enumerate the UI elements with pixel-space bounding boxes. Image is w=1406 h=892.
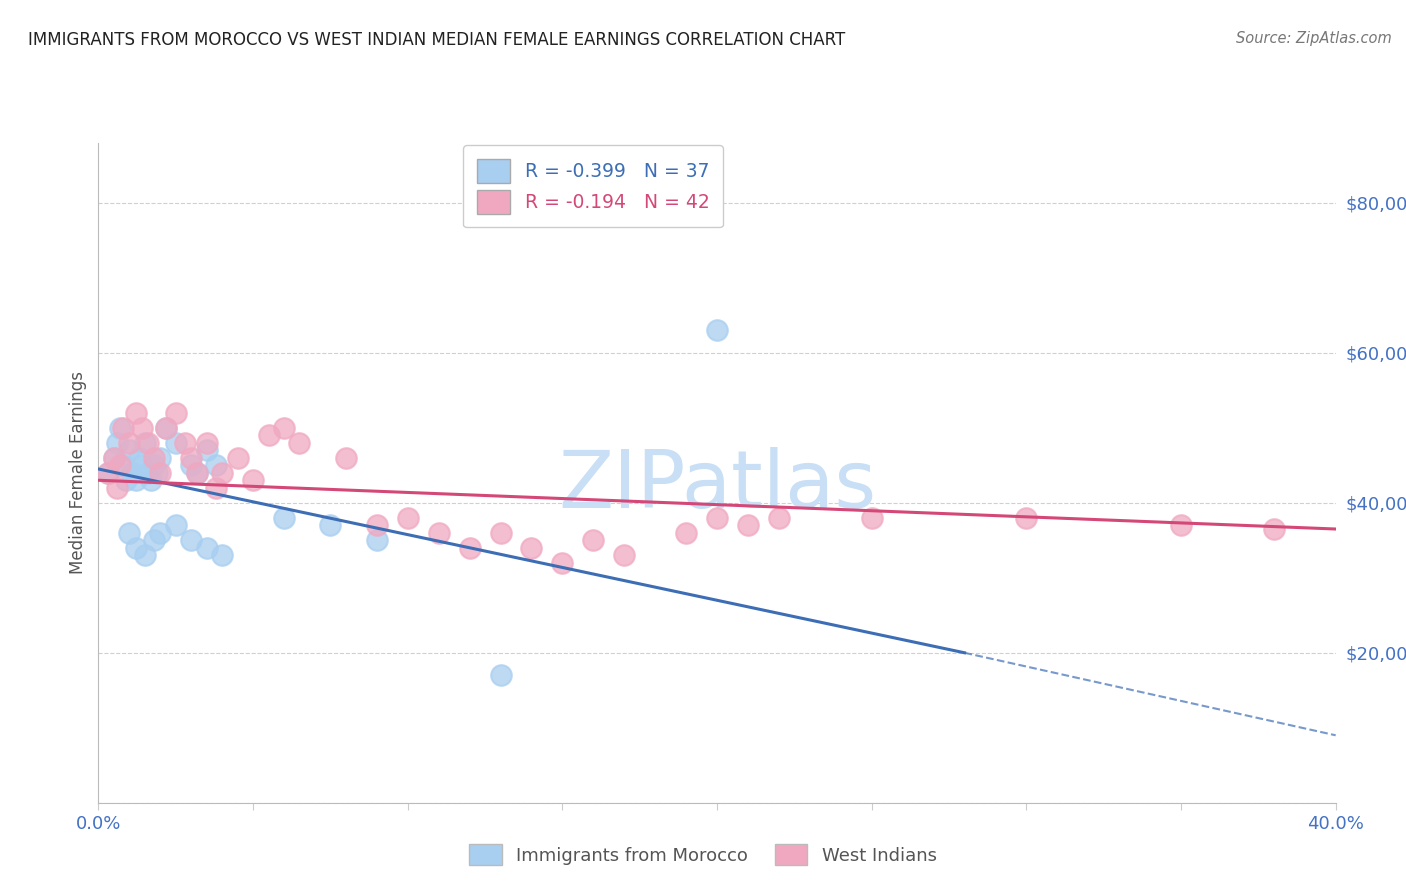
Point bbox=[97, 466, 120, 480]
Point bbox=[458, 541, 481, 555]
Point bbox=[520, 541, 543, 555]
Point bbox=[186, 466, 208, 480]
Point bbox=[273, 421, 295, 435]
Point bbox=[105, 435, 128, 450]
Point bbox=[1263, 522, 1285, 536]
Point bbox=[105, 481, 128, 495]
Point bbox=[155, 421, 177, 435]
Point bbox=[108, 421, 131, 435]
Point bbox=[121, 466, 143, 480]
Point bbox=[124, 541, 146, 555]
Point bbox=[134, 548, 156, 563]
Text: IMMIGRANTS FROM MOROCCO VS WEST INDIAN MEDIAN FEMALE EARNINGS CORRELATION CHART: IMMIGRANTS FROM MOROCCO VS WEST INDIAN M… bbox=[28, 31, 845, 49]
Point bbox=[737, 518, 759, 533]
Point bbox=[115, 473, 138, 487]
Point bbox=[165, 518, 187, 533]
Point bbox=[366, 518, 388, 533]
Point bbox=[143, 450, 166, 465]
Point bbox=[319, 518, 342, 533]
Point bbox=[112, 458, 135, 473]
Point bbox=[195, 541, 218, 555]
Point bbox=[335, 450, 357, 465]
Legend: R = -0.399   N = 37, R = -0.194   N = 42: R = -0.399 N = 37, R = -0.194 N = 42 bbox=[464, 145, 723, 227]
Point bbox=[118, 435, 141, 450]
Point bbox=[257, 428, 280, 442]
Point bbox=[211, 466, 233, 480]
Point bbox=[108, 458, 131, 473]
Point bbox=[128, 450, 150, 465]
Point bbox=[396, 510, 419, 524]
Point bbox=[427, 525, 450, 540]
Point bbox=[103, 450, 125, 465]
Legend: Immigrants from Morocco, West Indians: Immigrants from Morocco, West Indians bbox=[460, 835, 946, 874]
Point bbox=[551, 556, 574, 570]
Point bbox=[242, 473, 264, 487]
Point bbox=[174, 435, 197, 450]
Point bbox=[205, 481, 228, 495]
Text: Source: ZipAtlas.com: Source: ZipAtlas.com bbox=[1236, 31, 1392, 46]
Point bbox=[97, 466, 120, 480]
Point bbox=[180, 450, 202, 465]
Point bbox=[613, 548, 636, 563]
Point bbox=[273, 510, 295, 524]
Point bbox=[155, 421, 177, 435]
Point bbox=[195, 443, 218, 458]
Point bbox=[768, 510, 790, 524]
Point bbox=[205, 458, 228, 473]
Point bbox=[186, 466, 208, 480]
Point bbox=[1170, 518, 1192, 533]
Point bbox=[118, 443, 141, 458]
Point bbox=[582, 533, 605, 548]
Y-axis label: Median Female Earnings: Median Female Earnings bbox=[69, 371, 87, 574]
Point bbox=[143, 533, 166, 548]
Point bbox=[146, 466, 169, 480]
Point bbox=[489, 668, 512, 682]
Point bbox=[1015, 510, 1038, 524]
Point bbox=[860, 510, 883, 524]
Point bbox=[134, 435, 156, 450]
Point bbox=[136, 466, 159, 480]
Point bbox=[131, 421, 153, 435]
Point bbox=[143, 458, 166, 473]
Point bbox=[706, 323, 728, 337]
Point bbox=[136, 435, 159, 450]
Point bbox=[366, 533, 388, 548]
Point bbox=[180, 458, 202, 473]
Point bbox=[211, 548, 233, 563]
Point bbox=[675, 525, 697, 540]
Text: ZIPatlas: ZIPatlas bbox=[558, 447, 876, 525]
Point bbox=[103, 450, 125, 465]
Point bbox=[131, 458, 153, 473]
Point bbox=[226, 450, 249, 465]
Point bbox=[288, 435, 311, 450]
Point bbox=[489, 525, 512, 540]
Point bbox=[180, 533, 202, 548]
Point bbox=[195, 435, 218, 450]
Point bbox=[118, 525, 141, 540]
Point bbox=[149, 466, 172, 480]
Point bbox=[124, 473, 146, 487]
Point bbox=[124, 406, 146, 420]
Point bbox=[706, 510, 728, 524]
Point bbox=[165, 406, 187, 420]
Point bbox=[112, 421, 135, 435]
Point bbox=[149, 525, 172, 540]
Point bbox=[165, 435, 187, 450]
Point bbox=[149, 450, 172, 465]
Point bbox=[139, 473, 162, 487]
